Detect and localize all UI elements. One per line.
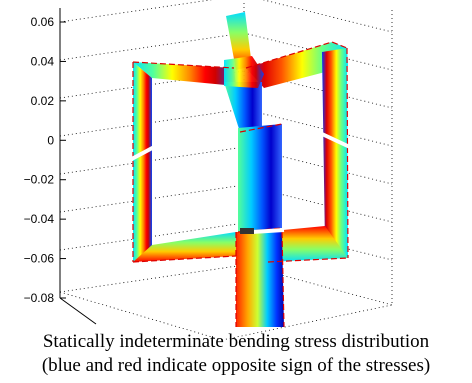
z-tick-label: 0 xyxy=(47,133,54,147)
caption-line-2: (blue and red indicate opposite sign of … xyxy=(41,355,431,376)
stress-surface xyxy=(133,12,348,327)
left-frame-bottom-bar xyxy=(133,232,236,262)
left-frame-top-bar xyxy=(133,62,236,86)
back-top-bar xyxy=(226,12,252,70)
z-tick-label: −0.02 xyxy=(24,173,55,187)
element-edges xyxy=(132,41,349,328)
section-cuts xyxy=(125,132,353,234)
z-tick-label: 0.02 xyxy=(31,94,55,108)
center-column-mid xyxy=(238,124,282,232)
z-axis xyxy=(59,8,97,325)
right-frame-right-leg xyxy=(322,48,348,258)
center-column-upper xyxy=(224,82,262,132)
left-frame-left-leg xyxy=(133,62,152,262)
z-axis-ticks: 0.06 0.04 0.02 0 −0.02 −0.04 −0.06 −0.08 xyxy=(24,15,66,305)
z-tick-label: −0.04 xyxy=(24,212,55,226)
z-tick-label: 0.04 xyxy=(31,54,55,68)
caption-line-1: Statically indeterminate bending stress … xyxy=(42,331,430,352)
z-tick-label: −0.06 xyxy=(24,252,55,266)
z-tick-label: 0.06 xyxy=(31,15,55,29)
right-frame-bottom-bar xyxy=(262,226,348,262)
z-tick-label: −0.08 xyxy=(24,291,55,305)
center-joint xyxy=(224,56,264,88)
center-column-lower xyxy=(236,232,284,327)
dark-section-mark xyxy=(240,228,254,234)
